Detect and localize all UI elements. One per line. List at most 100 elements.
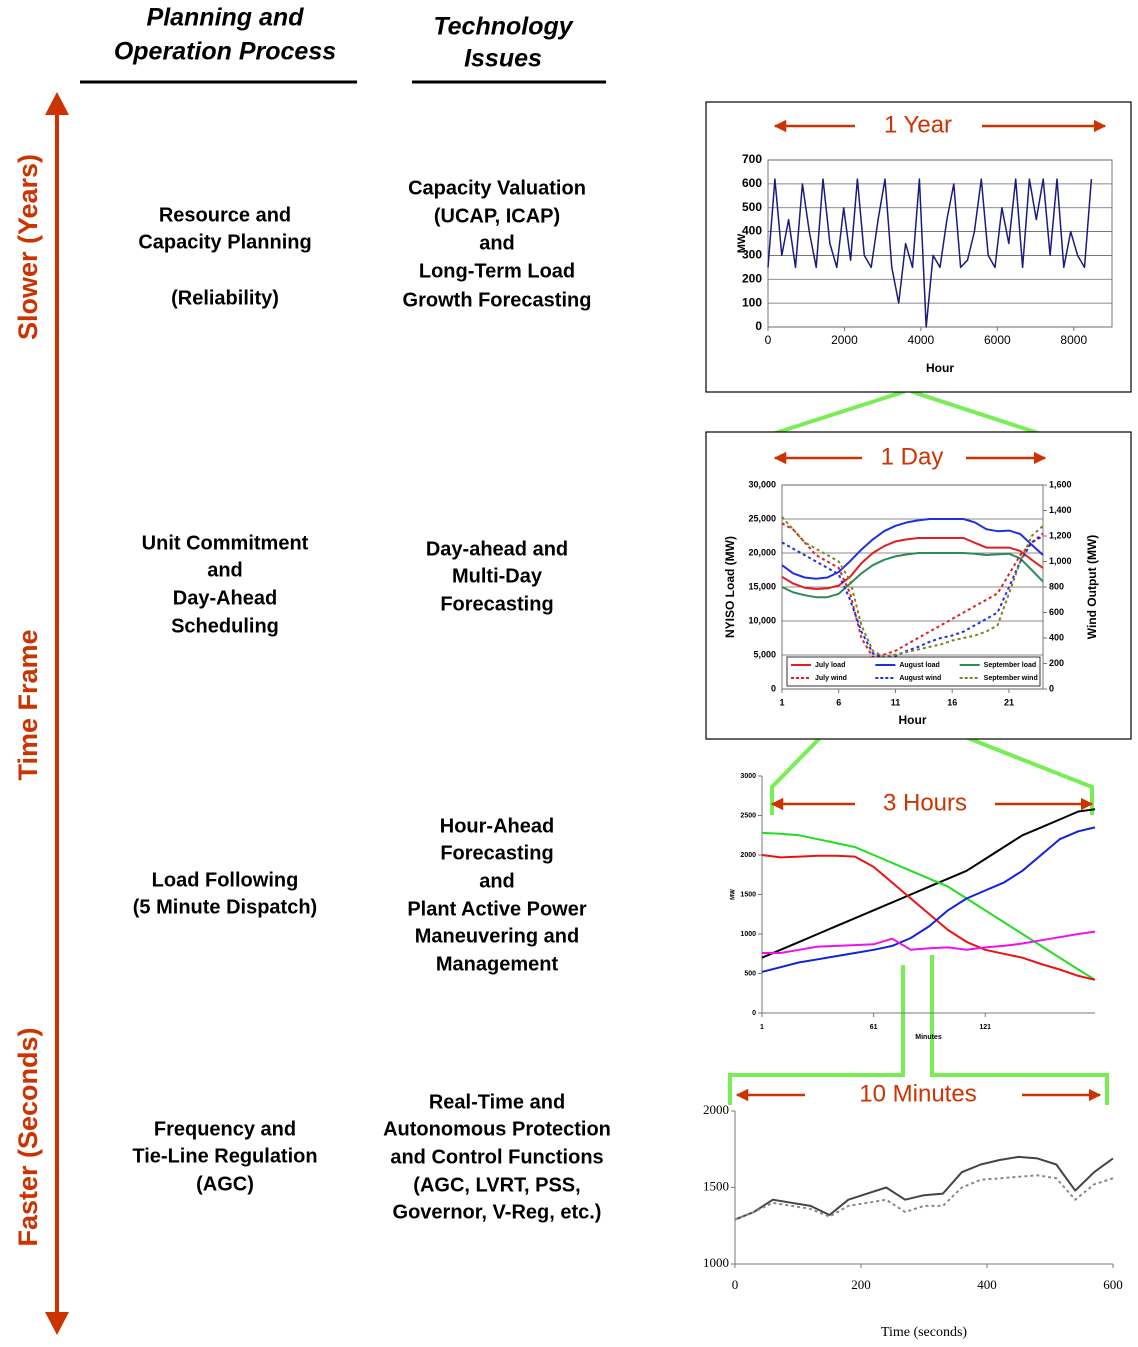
series-line xyxy=(761,854,1096,981)
x-tick-label: 1 xyxy=(760,1024,764,1031)
x-axis-label: Time (seconds) xyxy=(881,1325,968,1340)
title-bg xyxy=(856,110,980,142)
series-line xyxy=(781,537,1044,590)
series-line xyxy=(781,516,1044,659)
process-text: (5 Minute Dispatch) xyxy=(133,896,317,918)
series-line xyxy=(734,1174,1114,1221)
process-text: Load Following xyxy=(152,869,299,891)
x-tick-label: 21 xyxy=(1004,697,1014,707)
chart-frame xyxy=(705,101,1132,393)
y2-tick-label: 1,600 xyxy=(1049,479,1072,489)
series-line xyxy=(781,535,1044,660)
y2-tick-label: 1,400 xyxy=(1049,505,1072,515)
chart-title: 10 Minutes xyxy=(859,1080,976,1107)
process-text: (AGC) xyxy=(196,1173,254,1195)
y-tick-label: 15,000 xyxy=(748,581,776,591)
x-tick-label: 8000 xyxy=(1060,333,1087,347)
issue-text: Multi-Day xyxy=(452,565,543,587)
y-axis-label: MW xyxy=(731,889,737,900)
header: Planning and xyxy=(147,4,305,32)
x-tick-label: 600 xyxy=(1103,1277,1123,1292)
x-tick-label: 16 xyxy=(947,697,957,707)
y2-tick-label: 1,000 xyxy=(1049,556,1072,566)
y-tick-label: 2000 xyxy=(740,852,756,859)
legend-label: September load xyxy=(984,662,1037,669)
y2-tick-label: 1,200 xyxy=(1049,530,1072,540)
series-line xyxy=(781,518,1044,580)
chart-title: 3 Hours xyxy=(883,789,967,816)
legend-label: August wind xyxy=(899,675,941,682)
series-line xyxy=(781,552,1044,599)
y-tick-label: 2000 xyxy=(703,1102,729,1117)
y-tick-label: 700 xyxy=(742,152,762,166)
y-tick-label: 1500 xyxy=(740,891,756,898)
x-tick-label: 6000 xyxy=(984,333,1011,347)
y-tick-label: 2500 xyxy=(740,812,756,819)
process-text: (Reliability) xyxy=(171,287,279,309)
y-tick-label: 30,000 xyxy=(748,479,776,489)
series-line xyxy=(781,522,1044,659)
chart-title: 1 Day xyxy=(881,443,944,470)
y-tick-label: 3000 xyxy=(740,773,756,780)
x-tick-label: 2000 xyxy=(831,333,858,347)
legend-label: July wind xyxy=(815,675,847,682)
process-text: Frequency and xyxy=(154,1118,296,1140)
series-line xyxy=(761,808,1096,959)
process-text: Scheduling xyxy=(171,615,279,637)
chart-title: 1 Year xyxy=(884,111,952,138)
series-line xyxy=(761,831,1096,981)
process-text: Day-Ahead xyxy=(173,587,277,609)
x-axis-label: Hour xyxy=(899,713,927,727)
issue-text: Long-Term Load xyxy=(419,260,575,282)
x-axis-label: Hour xyxy=(926,361,954,375)
y-tick-label: 0 xyxy=(755,319,762,333)
issue-text: Autonomous Protection xyxy=(383,1118,611,1140)
issue-text: Day-ahead and xyxy=(426,538,568,560)
issue-text: and Control Functions xyxy=(390,1146,603,1168)
process-text: Tie-Line Regulation xyxy=(132,1145,317,1167)
x-tick-label: 1 xyxy=(779,697,784,707)
chart-frame xyxy=(705,431,1132,740)
issue-text: Management xyxy=(436,953,559,975)
header: Operation Process xyxy=(114,38,336,66)
issue-text: Plant Active Power xyxy=(407,898,587,920)
header: Technology xyxy=(433,13,573,41)
title-bg xyxy=(856,1079,980,1111)
zoom-line xyxy=(728,965,905,1105)
y-tick-label: 1500 xyxy=(703,1178,729,1193)
axis-label: Faster (Seconds) xyxy=(13,1027,43,1246)
y2-tick-label: 200 xyxy=(1049,658,1064,668)
legend-label: August load xyxy=(899,662,939,669)
process-text: and xyxy=(207,559,243,581)
y-tick-label: 1000 xyxy=(740,931,756,938)
issue-text: and xyxy=(479,870,515,892)
process-text: Capacity Planning xyxy=(138,231,311,253)
y-tick-label: 100 xyxy=(742,295,762,309)
legend-label: September wind xyxy=(984,675,1038,682)
y2-tick-label: 0 xyxy=(1049,683,1054,693)
legend-label: July load xyxy=(815,662,845,669)
issue-text: Governor, V-Reg, etc.) xyxy=(393,1201,602,1223)
issue-text: Forecasting xyxy=(440,593,553,615)
x-tick-label: 0 xyxy=(765,333,772,347)
issue-text: Capacity Valuation xyxy=(408,177,586,199)
y-tick-label: 5,000 xyxy=(753,649,776,659)
header: Issues xyxy=(464,45,542,73)
legend xyxy=(786,656,1041,687)
series-line xyxy=(762,930,1096,954)
x-tick-label: 0 xyxy=(732,1277,739,1292)
y-tick-label: 0 xyxy=(771,683,776,693)
title-bg xyxy=(863,788,987,820)
series-line xyxy=(734,1155,1114,1221)
issue-text: Real-Time and xyxy=(429,1091,565,1113)
issue-text: Forecasting xyxy=(440,842,553,864)
y-tick-label: 25,000 xyxy=(748,513,776,523)
series-line xyxy=(761,826,1096,973)
x-tick-label: 61 xyxy=(870,1024,878,1031)
y2-tick-label: 400 xyxy=(1049,632,1064,642)
y-tick-label: 1000 xyxy=(703,1255,729,1270)
y-tick-label: 200 xyxy=(742,271,762,285)
process-text: Unit Commitment xyxy=(142,532,309,554)
y2-axis-label: Wind Output (MW) xyxy=(1085,535,1099,640)
